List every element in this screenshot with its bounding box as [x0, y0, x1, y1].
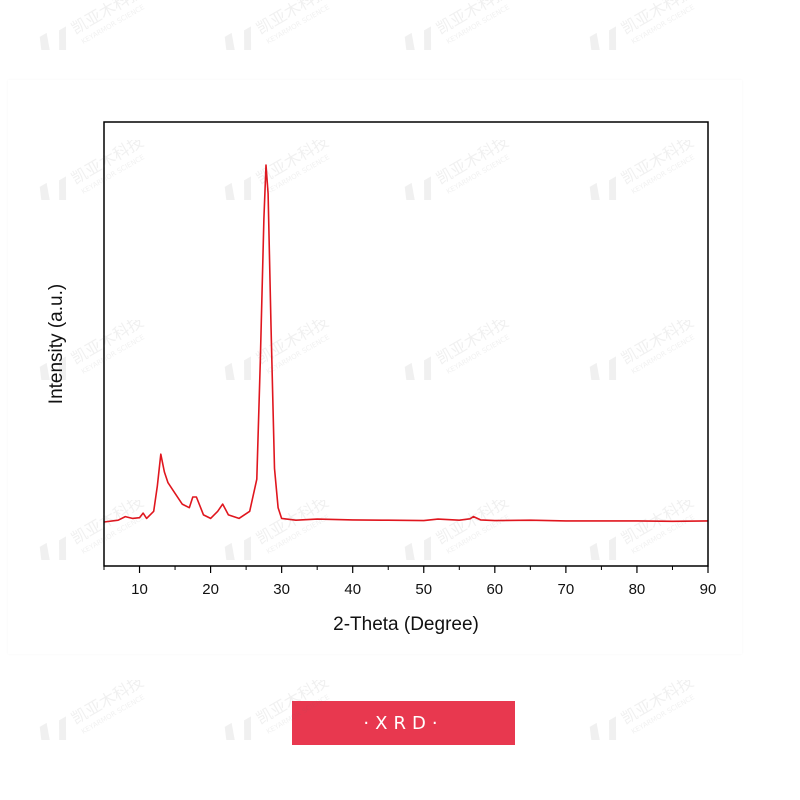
x-tick-label-20: 20 [202, 581, 219, 598]
plot-frame [103, 121, 709, 567]
x-tick-label-90: 90 [700, 581, 717, 598]
x-tick-label-10: 10 [131, 581, 148, 598]
x-tick-label-80: 80 [629, 581, 646, 598]
x-axis-ticks [103, 566, 709, 573]
x-tick-label-70: 70 [558, 581, 575, 598]
x-axis-title: 2-Theta (Degree) [333, 614, 479, 635]
x-tick-label-60: 60 [486, 581, 503, 598]
x-axis-tick-labels: 10 20 30 40 50 60 70 80 90 [131, 581, 716, 598]
xrd-badge: ·XRD· [292, 701, 515, 745]
x-tick-label-50: 50 [415, 581, 432, 598]
y-axis-title: Intensity (a.u.) [46, 284, 67, 404]
x-tick-label-40: 40 [344, 581, 361, 598]
x-tick-label-30: 30 [273, 581, 290, 598]
xrd-badge-label: ·XRD· [363, 712, 444, 734]
series-line [103, 164, 709, 523]
chart-panel [8, 80, 742, 654]
